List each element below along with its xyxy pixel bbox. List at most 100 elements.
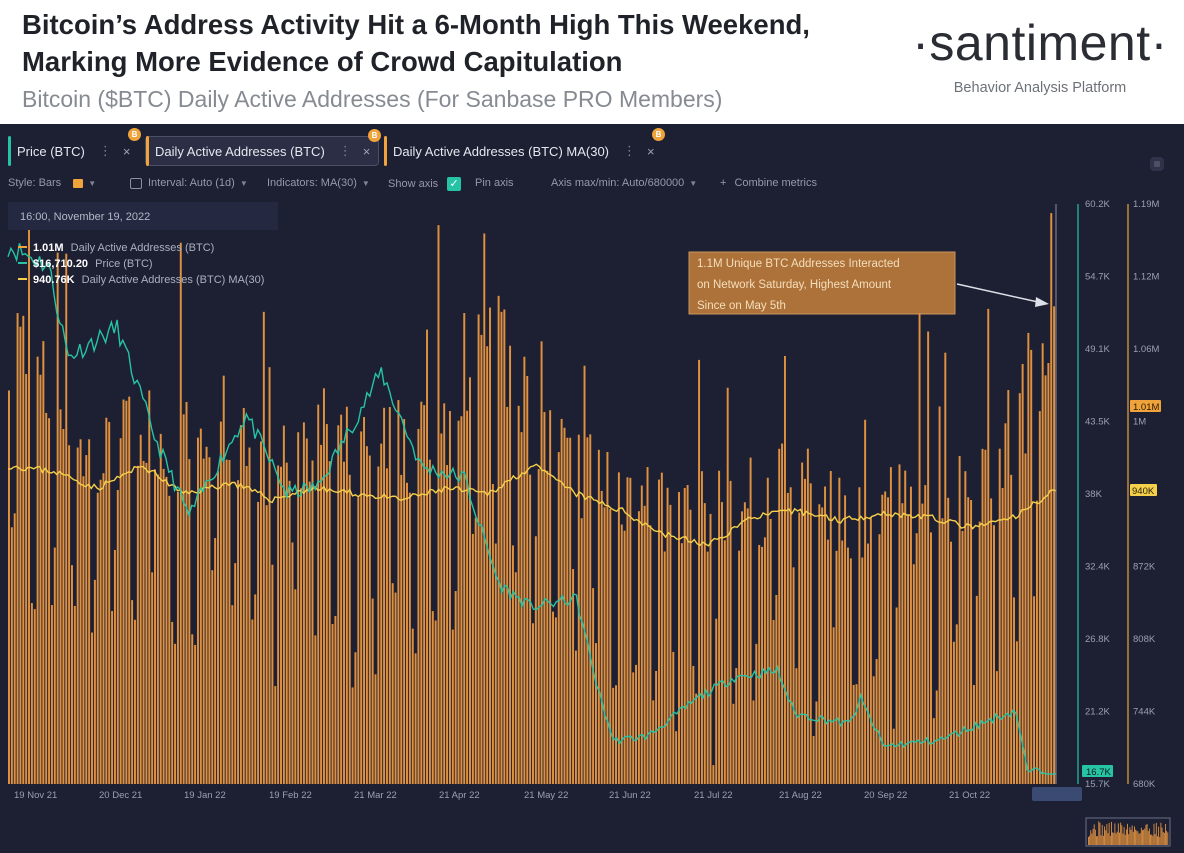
chart-canvas[interactable]: 60.2K 54.7K 49.1K 43.5K 38K 32.4K 26.8K 21.2K 15… bbox=[0, 124, 1184, 853]
address-bar bbox=[217, 471, 219, 784]
address-bar bbox=[222, 375, 225, 784]
navigator-bar bbox=[1120, 822, 1122, 845]
chevron-down-icon: ▼ bbox=[361, 178, 370, 188]
address-bar bbox=[102, 473, 105, 784]
address-bar bbox=[795, 668, 798, 784]
address-bar bbox=[391, 583, 394, 784]
address-bar bbox=[554, 617, 557, 784]
tab-price-btc[interactable]: Price (BTC) ⋮ × B bbox=[8, 128, 141, 166]
address-bar bbox=[844, 495, 847, 784]
address-bar bbox=[196, 437, 199, 784]
navigator-bar bbox=[1155, 822, 1157, 845]
address-bar bbox=[30, 603, 33, 784]
address-bar bbox=[861, 557, 864, 784]
address-bar bbox=[763, 537, 766, 784]
address-bar bbox=[448, 411, 451, 784]
address-bar bbox=[1053, 306, 1056, 784]
ma-current-box bbox=[1130, 484, 1157, 496]
address-bar bbox=[133, 619, 136, 784]
more-options-icon[interactable]: ⋮ bbox=[98, 143, 113, 158]
address-bar bbox=[855, 684, 858, 784]
address-bar bbox=[741, 511, 743, 784]
address-bar bbox=[214, 538, 217, 784]
address-bar bbox=[45, 412, 48, 784]
navigator-bar bbox=[1104, 826, 1105, 845]
address-bar bbox=[50, 605, 53, 784]
address-bar bbox=[1010, 474, 1013, 784]
interval-select[interactable]: Interval: Auto (1d) ▼ bbox=[130, 177, 248, 189]
navigator-bar bbox=[1139, 832, 1141, 845]
address-bar bbox=[758, 544, 761, 784]
more-options-icon[interactable]: ⋮ bbox=[338, 143, 353, 158]
address-bar bbox=[489, 307, 492, 784]
address-bar bbox=[743, 502, 746, 784]
address-bar bbox=[680, 543, 683, 784]
annotation-box bbox=[688, 251, 956, 315]
address-bar bbox=[660, 472, 663, 784]
address-bar bbox=[154, 469, 156, 784]
indicators-select[interactable]: Indicators: MA(30) ▼ bbox=[267, 177, 370, 189]
style-label: Style: Bars bbox=[8, 177, 62, 189]
address-bar bbox=[990, 498, 993, 784]
ma-current-label: 940K bbox=[1132, 486, 1155, 497]
navigator-window[interactable] bbox=[1085, 817, 1171, 847]
address-bar bbox=[348, 474, 351, 784]
navigator-bar bbox=[1152, 835, 1154, 845]
navigator-bar bbox=[1165, 824, 1166, 845]
checkbox-checked-icon[interactable]: ✓ bbox=[447, 177, 462, 191]
tab-daily-active-addresses-ma30[interactable]: Daily Active Addresses (BTC) MA(30) ⋮ × … bbox=[384, 128, 665, 166]
settings-icon[interactable] bbox=[1150, 157, 1164, 171]
address-bar bbox=[345, 406, 348, 784]
style-select[interactable]: Style: Bars ▼ bbox=[8, 177, 96, 189]
tooltip-time: 16:00, November 19, 2022 bbox=[20, 211, 150, 223]
address-bar bbox=[589, 434, 592, 784]
address-bar bbox=[10, 527, 13, 784]
address-bar bbox=[789, 487, 792, 784]
address-bar bbox=[245, 465, 248, 784]
address-bar bbox=[182, 414, 185, 784]
address-bar bbox=[970, 500, 973, 784]
address-bar bbox=[606, 451, 609, 784]
address-bar bbox=[726, 387, 729, 784]
show-axis-toggle[interactable]: Show axis ✓ bbox=[388, 177, 462, 191]
navigator-bar bbox=[1102, 835, 1104, 845]
address-bar bbox=[274, 686, 277, 784]
navigator-bar bbox=[1127, 823, 1128, 845]
combine-metrics-button[interactable]: + Combine metrics bbox=[720, 177, 817, 189]
axis-maxmin-select[interactable]: Axis max/min: Auto/680000 ▼ bbox=[551, 177, 697, 189]
address-bar bbox=[105, 417, 108, 784]
address-bar bbox=[188, 459, 191, 784]
navigator-bar bbox=[1098, 821, 1100, 845]
tooltip-rows: 1.01M Daily Active Addresses (BTC) $16,7… bbox=[18, 242, 264, 286]
address-bar bbox=[411, 628, 414, 784]
more-options-icon[interactable]: ⋮ bbox=[623, 143, 638, 158]
addresses-axis-tick: 744K bbox=[1133, 707, 1156, 718]
indicators-label: Indicators: MA(30) bbox=[267, 177, 357, 189]
address-bar bbox=[987, 308, 990, 784]
tab-daily-active-addresses[interactable]: Daily Active Addresses (BTC) ⋮ × B bbox=[145, 129, 381, 166]
address-bar bbox=[566, 437, 569, 784]
address-bar bbox=[477, 314, 480, 784]
navigator-bar bbox=[1093, 824, 1095, 845]
address-bar bbox=[82, 476, 85, 784]
address-bar bbox=[156, 474, 159, 784]
address-bar bbox=[454, 591, 457, 784]
x-axis-tick: 21 Apr 22 bbox=[439, 790, 480, 801]
address-bar bbox=[935, 690, 938, 784]
address-bar bbox=[846, 547, 849, 784]
address-bar bbox=[242, 408, 245, 784]
pin-axis-toggle[interactable]: Pin axis bbox=[475, 177, 514, 189]
address-bar bbox=[113, 549, 116, 784]
navigator-bar bbox=[1121, 825, 1123, 845]
address-bar bbox=[320, 444, 323, 784]
close-icon[interactable]: × bbox=[647, 143, 655, 159]
address-bar bbox=[162, 468, 165, 784]
color-swatch-icon[interactable] bbox=[73, 178, 84, 188]
address-bar bbox=[1030, 349, 1033, 784]
close-icon[interactable]: × bbox=[122, 143, 131, 159]
close-icon[interactable]: × bbox=[362, 143, 371, 159]
address-bar bbox=[96, 492, 99, 784]
price-current-label: 16.7K bbox=[1086, 767, 1111, 778]
address-bar bbox=[314, 635, 317, 784]
address-bar bbox=[574, 650, 577, 784]
